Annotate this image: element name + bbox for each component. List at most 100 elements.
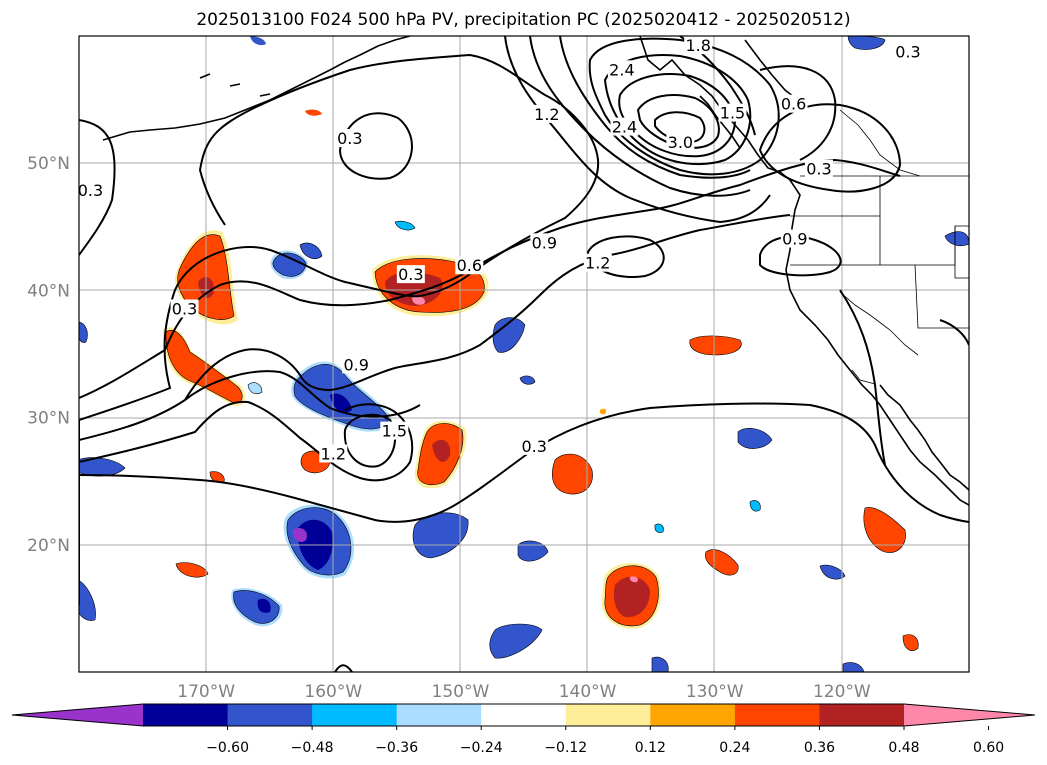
colorbar-segment [819,704,905,726]
contour-label-bg [532,104,561,123]
pv-contour-high-7 [636,94,720,149]
pv-contour-bottom [334,664,353,672]
pv-contour-0.9-west [79,214,791,441]
colorbar-segment [565,704,651,726]
contour-label-bg [335,129,364,148]
contour-label-bg [79,181,105,200]
contour-label: 0.3 [895,43,920,62]
map-frame [78,35,970,673]
precip-patch-161w-20n [283,504,355,579]
lat-tick-label: 30°N [27,409,70,429]
contour-label: 1.2 [585,254,610,273]
lat-tick-label: 20°N [27,536,70,556]
contour-label: 0.3 [78,181,103,200]
pv-contour-0.9-south-loop [184,370,421,418]
colorbar-tick-label: 0.60 [973,740,1004,756]
lon-tick-label: 120°W [813,682,871,702]
pv-contour-east-1 [939,319,969,346]
latitude-labels: 20°N 30°N 40°N 50°N [27,154,70,556]
precip-patch-165w-35n [162,327,246,406]
contour-label-bg [530,233,559,252]
lon-tick-label: 140°W [559,682,617,702]
pv-contour-east-2 [839,289,886,466]
colorbar-segment [481,704,567,726]
lon-tick-label: 150°W [432,682,490,702]
colorbar-extend-low [12,704,143,726]
contour-label: 0.6 [781,95,806,114]
pv-contour-high-3 [559,36,751,179]
map-title: 2025013100 F024 500 hPa PV, precipitatio… [196,10,851,30]
contour-label-bg [804,159,833,178]
precip-patch-119w-21n [863,507,906,553]
lon-tick-label: 160°W [304,682,362,702]
contour-label: 0.3 [172,299,197,318]
colorbar-tick-label: −0.48 [291,740,334,756]
colorbar-tick-label: −0.36 [375,740,418,756]
pv-contour-0.3-main [79,53,600,605]
contour-label-bg [342,355,371,374]
precip-patch-141w-25n [551,453,593,495]
colorbar-tick-label: −0.24 [460,740,503,756]
colorbar-segment [143,704,229,726]
contour-label-bg [779,94,808,113]
contour-label-bg [455,256,484,275]
precip-patch-162w-42n [270,242,323,280]
colorbar-segment [312,704,398,726]
contour-label: 1.5 [382,422,407,441]
precip-patch-misc-neg [79,36,969,672]
precip-patch-137w-16n [601,562,661,629]
contour-label: 1.2 [534,105,559,124]
contour-label: 1.5 [720,104,745,123]
colorbar-extend-high [904,704,1035,726]
contour-label-bg [520,436,549,455]
contour-label: 3.0 [668,133,693,152]
contour-label-bg [610,117,639,136]
precip-patch-small-pos [175,109,919,651]
colorbar-segment [650,704,736,726]
contour-label-bg [380,421,409,440]
lon-tick-label: 130°W [686,682,744,702]
contour-label: 1.2 [321,444,346,463]
contour-label-bg [170,299,199,318]
pv-contour-high-5 [603,54,752,166]
contour-label: 2.4 [612,118,637,137]
colorbar-outline [11,703,1036,727]
contour-labels: 0.3 0.3 1.2 2.4 2.4 1.8 3.0 1.5 0.6 0.3 0.3 0.9 1.2 0… [78,36,922,463]
contour-label-bg [319,444,348,463]
precip-patch-130w-36n [689,335,742,356]
colorbar-segment [734,704,820,726]
contour-label-bg [607,60,636,79]
colorbar-tick-label: 0.24 [719,740,750,756]
contour-label: 0.6 [457,256,482,275]
precip-patch-151w-28n [414,420,467,489]
colorbar-segment [227,704,313,726]
contour-label-bg [666,132,695,151]
pv-contour-0.6-east [759,65,837,161]
precip-patch-148w-12n [489,623,543,659]
precip-positive-anomalies [162,109,919,651]
colorbar-tick-label: −0.12 [544,740,587,756]
contour-label: 0.9 [782,230,807,249]
coastlines [102,36,969,506]
colorbar-tick-label: −0.60 [206,740,249,756]
contour-label: 1.8 [685,36,710,55]
pv-contour-0.3-north [79,119,116,256]
pv-contour-1.2-south [79,400,414,482]
longitude-labels: 170°W 160°W 150°W 140°W 130°W 120°W [177,682,871,702]
contour-label: 0.9 [532,233,557,252]
contour-label-bg [718,103,747,122]
colorbar-tick-label: 0.36 [804,740,835,756]
precip-patch-165w-14n [231,588,283,627]
colorbar-tick-label: 0.12 [635,740,666,756]
colorbar-tick-label: 0.48 [888,740,919,756]
pv-contour-high-4 [588,37,780,176]
colorbar-segment [396,704,482,726]
pv-contour-0.3-ring [338,112,413,180]
contour-label: 0.9 [343,355,368,374]
contour-label-bg [893,42,922,61]
contour-label-bg [583,253,612,272]
contour-label: 2.4 [609,60,634,79]
contour-label-bg [684,36,713,55]
colorbar: −0.60 −0.48 −0.36 −0.24 −0.12 0.12 0.24 0.36 0.4… [11,703,1036,756]
